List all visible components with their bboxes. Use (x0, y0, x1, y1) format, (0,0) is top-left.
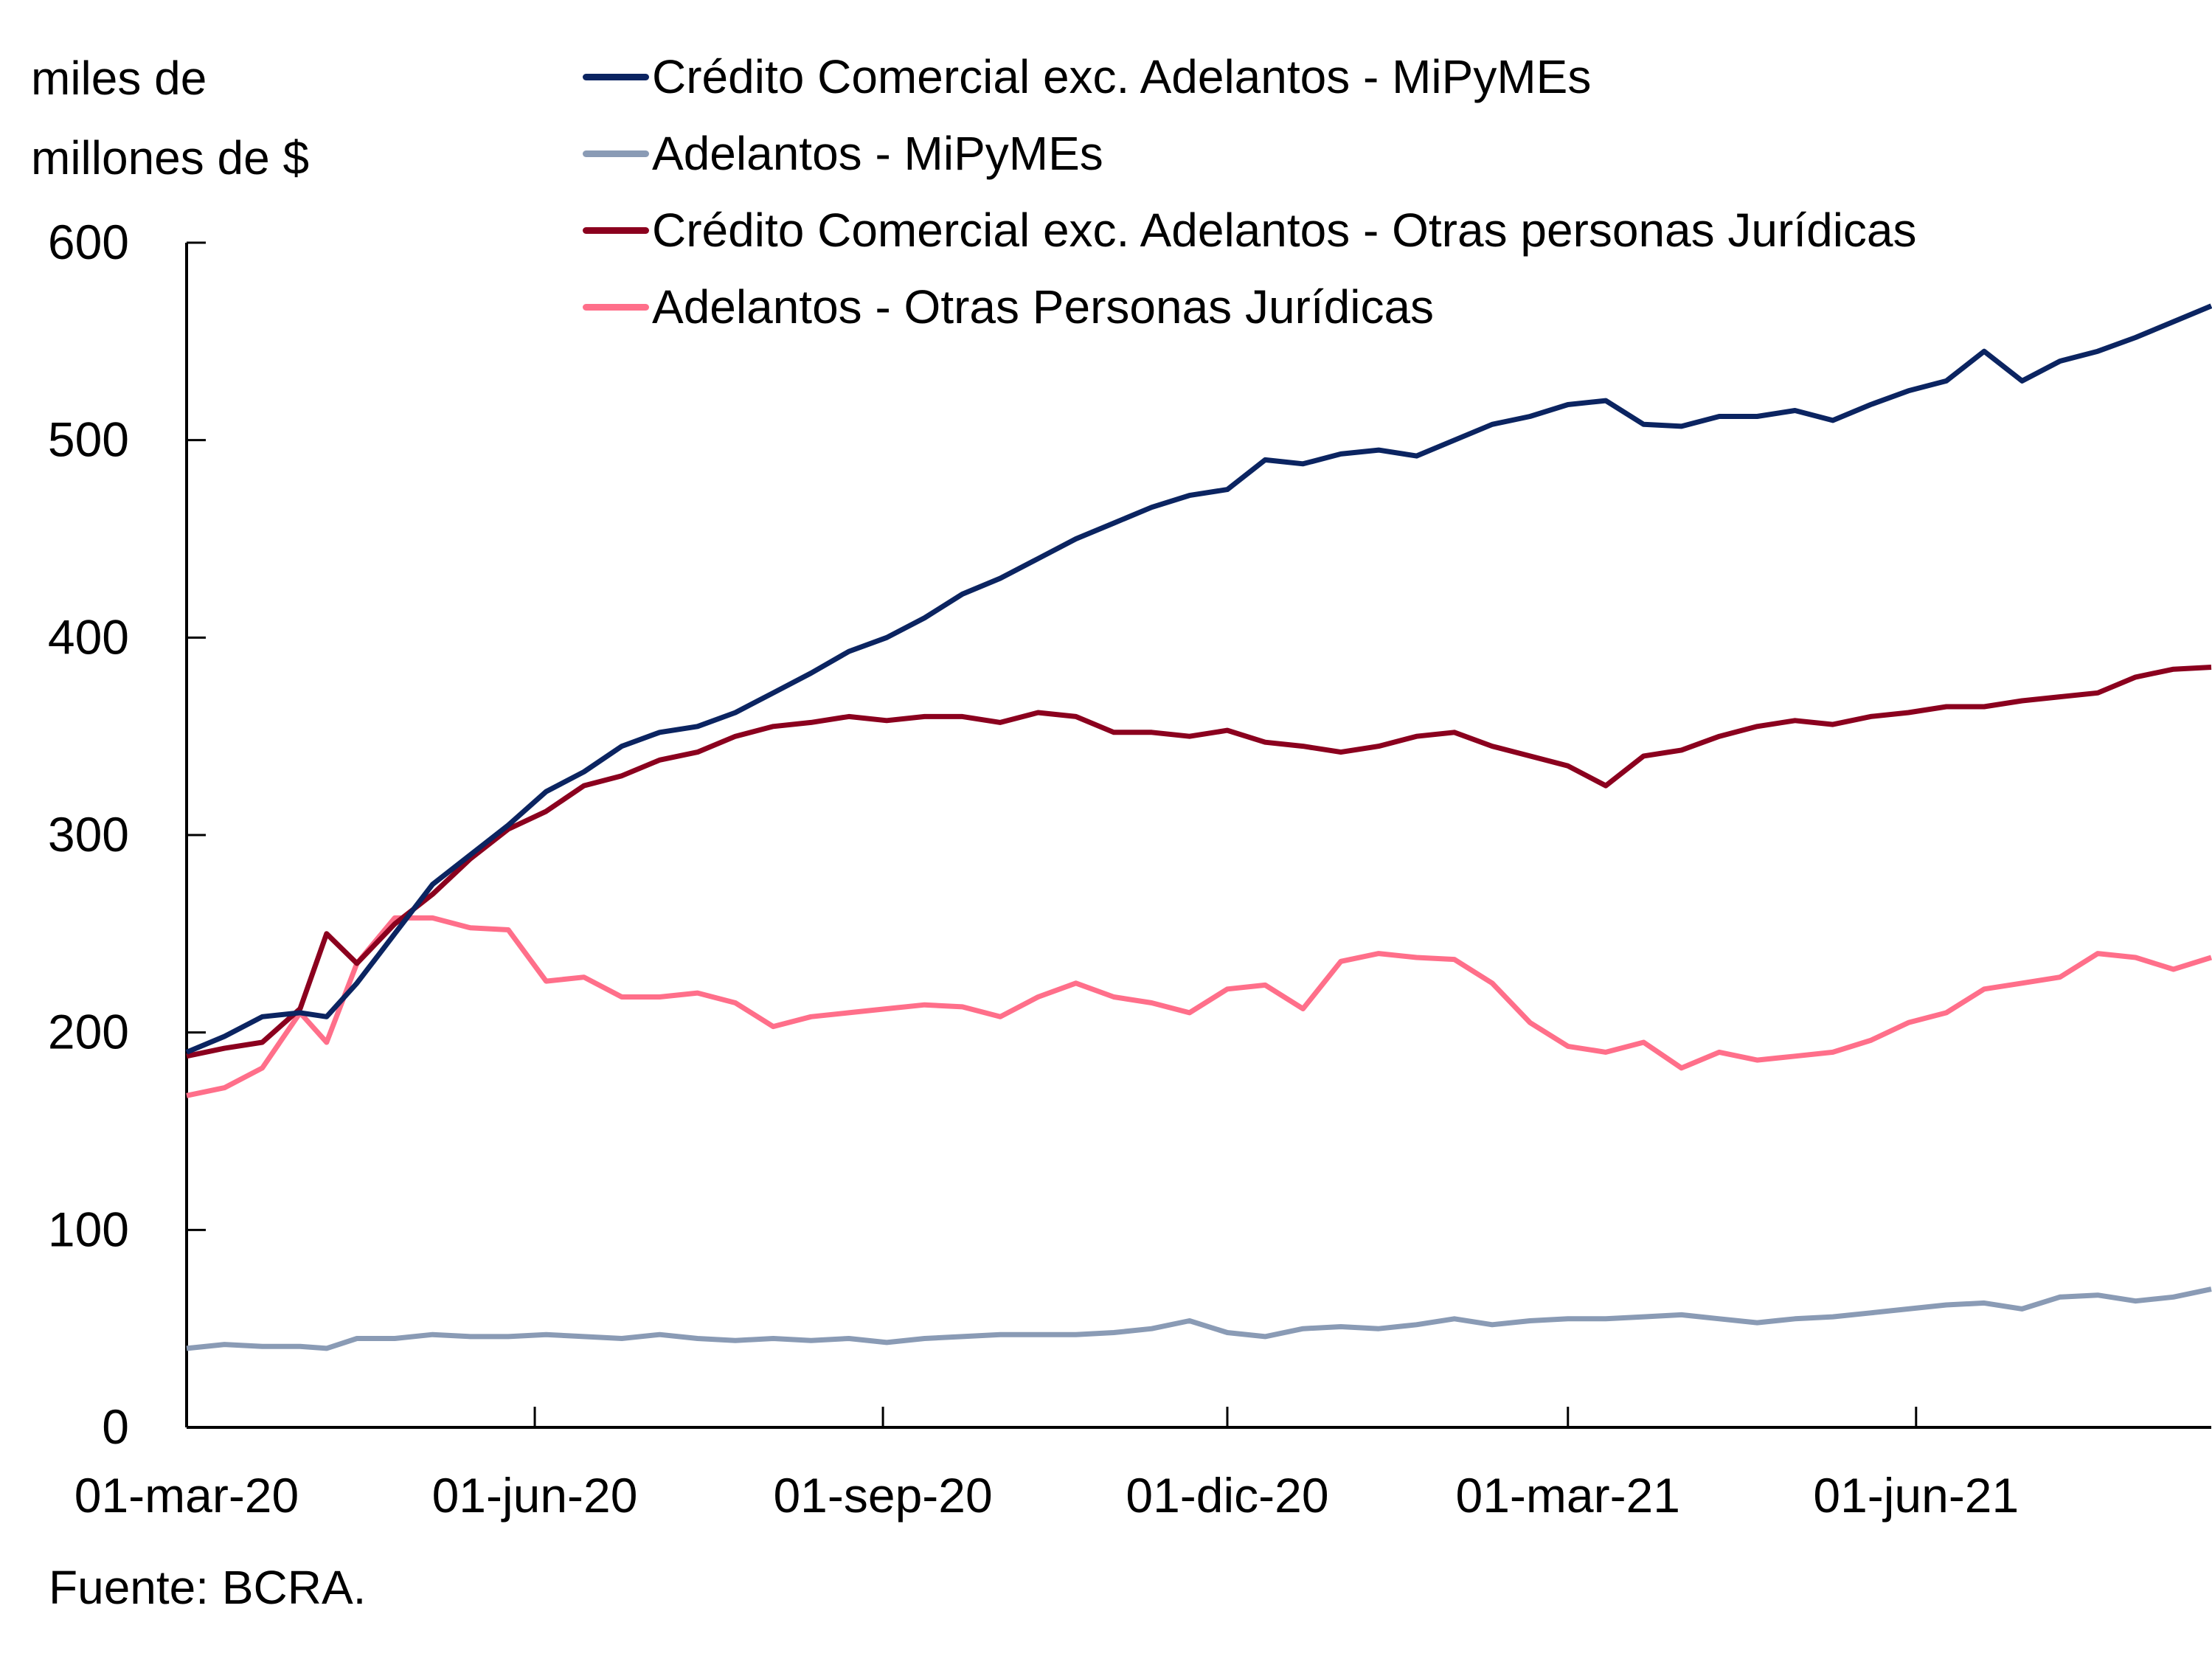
series-line-1 (185, 303, 2212, 1055)
legend: Crédito Comercial exc. Adelantos - MiPyM… (583, 38, 1917, 345)
legend-item: Adelantos - Otras Personas Jurídicas (583, 269, 1917, 345)
series-line-4 (186, 915, 2212, 1098)
legend-swatch (583, 303, 649, 311)
y-axis-unit-line-1: miles de (31, 52, 207, 105)
x-tick-label: 01-dic-20 (1126, 1468, 1328, 1523)
x-tick-label: 01-mar-21 (1456, 1468, 1680, 1523)
legend-item: Crédito Comercial exc. Adelantos - MiPyM… (583, 38, 1917, 115)
x-tick-label: 01-jun-21 (1813, 1468, 2019, 1523)
y-tick-label: 100 (48, 1202, 129, 1256)
legend-item: Crédito Comercial exc. Adelantos - Otras… (583, 192, 1917, 269)
x-tick-label: 01-jun-20 (432, 1468, 638, 1523)
axes: 0 100 200 300 400 500 600 01-mar-20 01-jun-20 01-… (48, 215, 2211, 1523)
y-tick-label: 0 (102, 1399, 129, 1454)
source-note: Fuente: BCRA. (49, 1561, 367, 1614)
legend-swatch (583, 150, 649, 157)
y-tick-label: 200 (48, 1005, 129, 1059)
y-tick-label: 400 (48, 609, 129, 664)
legend-label: Crédito Comercial exc. Adelantos - Otras… (652, 204, 1917, 257)
legend-label: Crédito Comercial exc. Adelantos - MiPyM… (652, 50, 1592, 103)
legend-label: Adelantos - MiPyMEs (652, 127, 1103, 180)
series-line-3 (186, 665, 2212, 1059)
y-axis-unit-label: miles de millones de $ (31, 38, 309, 198)
legend-item: Adelantos - MiPyMEs (583, 115, 1917, 192)
series-group (185, 303, 2212, 1351)
legend-swatch (583, 226, 649, 234)
x-tick-label: 01-mar-20 (74, 1468, 299, 1523)
y-tick-label: 300 (48, 807, 129, 862)
series-line-2 (186, 1286, 2212, 1351)
x-tick-label: 01-sep-20 (773, 1468, 992, 1523)
y-tick-label: 500 (48, 412, 129, 467)
y-tick-label: 600 (48, 215, 129, 269)
y-axis-unit-line-2: millones de $ (31, 131, 310, 184)
legend-label: Adelantos - Otras Personas Jurídicas (652, 280, 1435, 333)
legend-swatch (583, 73, 649, 80)
